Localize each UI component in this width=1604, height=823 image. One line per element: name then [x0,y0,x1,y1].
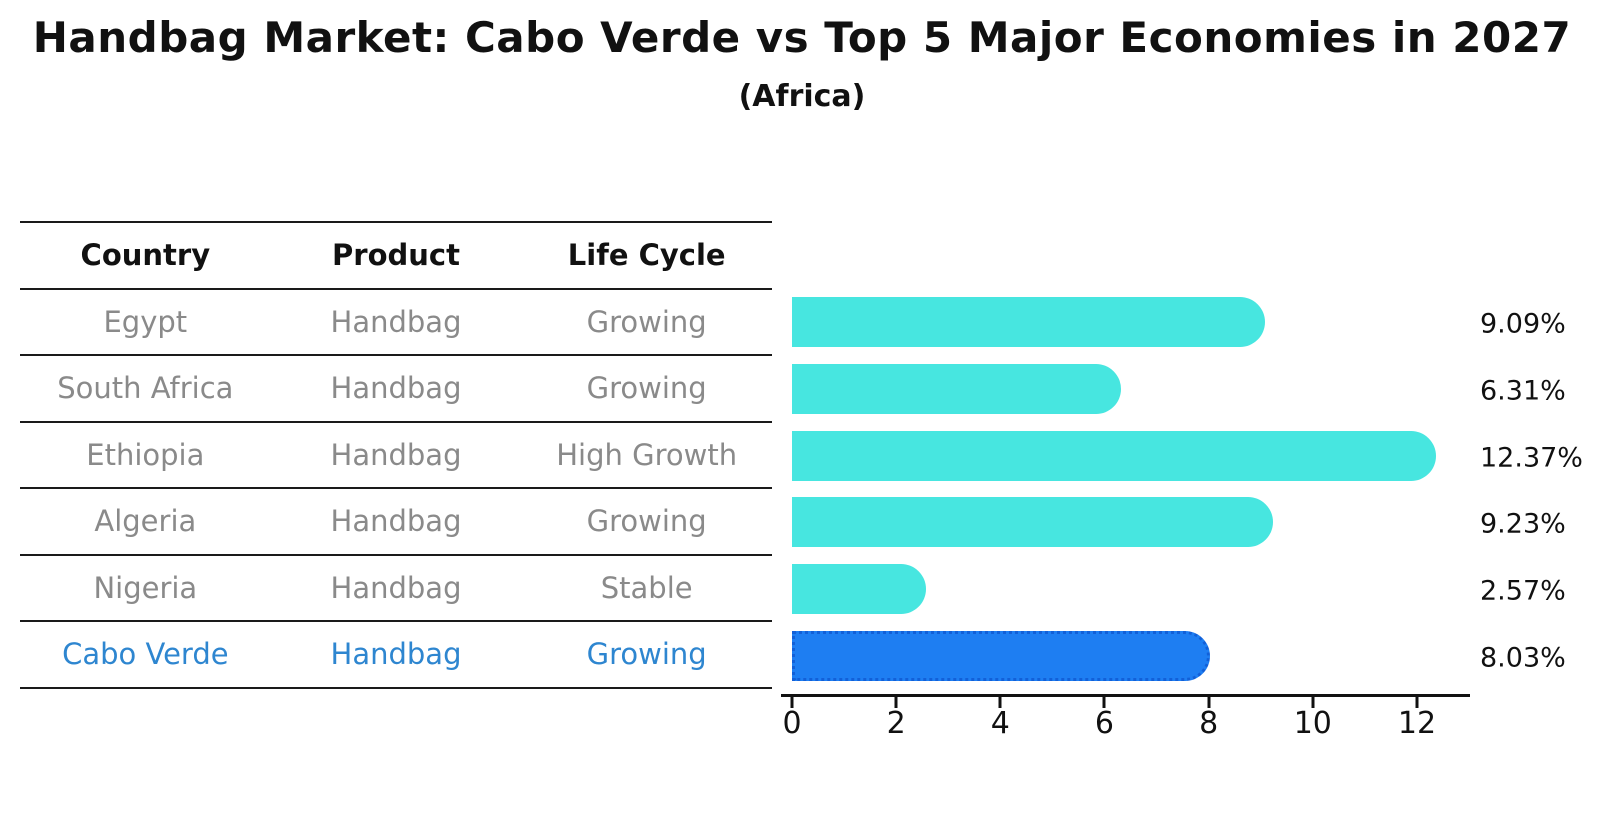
bar-cabo-verde [792,630,1211,681]
table-cell-life-cycle: Growing [586,504,707,539]
table-cell-life-cycle: Growing [586,304,707,339]
table-cell-life-cycle: Stable [600,570,693,605]
bar-value-label: 9.09% [1480,308,1566,340]
x-tick-mark [790,697,794,708]
table-cell-life-cycle: High Growth [556,437,738,472]
table-body: Egypt Handbag Growing South Africa Handb… [20,290,772,689]
table-row: Egypt Handbag Growing [20,290,772,356]
table-row: Ethiopia Handbag High Growth [20,423,772,489]
table-row: Nigeria Handbag Stable [20,556,772,622]
table-cell-country: Ethiopia [86,437,205,472]
table-cell-life-cycle: Growing [586,371,707,406]
x-tick-mark [1207,697,1211,708]
table-cell-product: Handbag [330,371,462,406]
bar-value-label: 8.03% [1480,642,1566,674]
bar-value-label: 9.23% [1480,508,1566,540]
x-tick-mark [1102,697,1106,708]
country-table: Country Product Life Cycle Egypt Handbag… [20,221,772,689]
chart-title: Handbag Market: Cabo Verde vs Top 5 Majo… [32,13,1572,62]
x-tick-label: 4 [990,706,1010,741]
bar-algeria [792,497,1273,548]
bar-egypt [792,297,1266,348]
x-tick-mark [894,697,898,708]
table-cell-country: Nigeria [93,570,198,605]
table-cell-country: Algeria [94,504,197,539]
chart-subtitle: (Africa) [738,79,866,114]
table-header-row: Country Product Life Cycle [20,223,772,290]
table-cell-product: Handbag [330,637,462,672]
x-tick-mark [998,697,1002,708]
x-tick-label: 8 [1199,706,1219,741]
bar-south-africa [792,364,1121,414]
x-tick-label: 12 [1397,706,1437,741]
table-cell-product: Handbag [330,504,462,539]
table-header-country: Country [80,238,211,273]
x-tick-mark [1311,697,1315,708]
table-row: Algeria Handbag Growing [20,489,772,556]
table-cell-product: Handbag [330,437,462,472]
table-row: South Africa Handbag Growing [20,356,772,423]
bar-value-label: 2.57% [1480,575,1566,607]
table-header-product: Product [332,238,460,273]
table-cell-country: South Africa [57,371,234,406]
bar-value-label: 6.31% [1480,375,1566,407]
bar-value-label: 12.37% [1480,442,1583,474]
x-tick-label: 10 [1293,706,1332,741]
table-header-life-cycle: Life Cycle [567,238,726,273]
x-axis-line [781,694,1470,697]
x-tick-mark [1415,697,1419,708]
x-tick-label: 0 [782,706,802,741]
table-row: Cabo Verde Handbag Growing [20,622,772,689]
x-tick-label: 2 [886,706,906,741]
table-cell-product: Handbag [330,570,462,605]
table-cell-life-cycle: Growing [586,637,707,672]
x-tick-label: 6 [1094,706,1115,741]
bar-nigeria [792,564,926,614]
table-cell-product: Handbag [330,304,462,339]
bar-ethiopia [792,430,1437,481]
table-cell-country: Egypt [103,304,188,339]
table-cell-country: Cabo Verde [62,637,229,672]
